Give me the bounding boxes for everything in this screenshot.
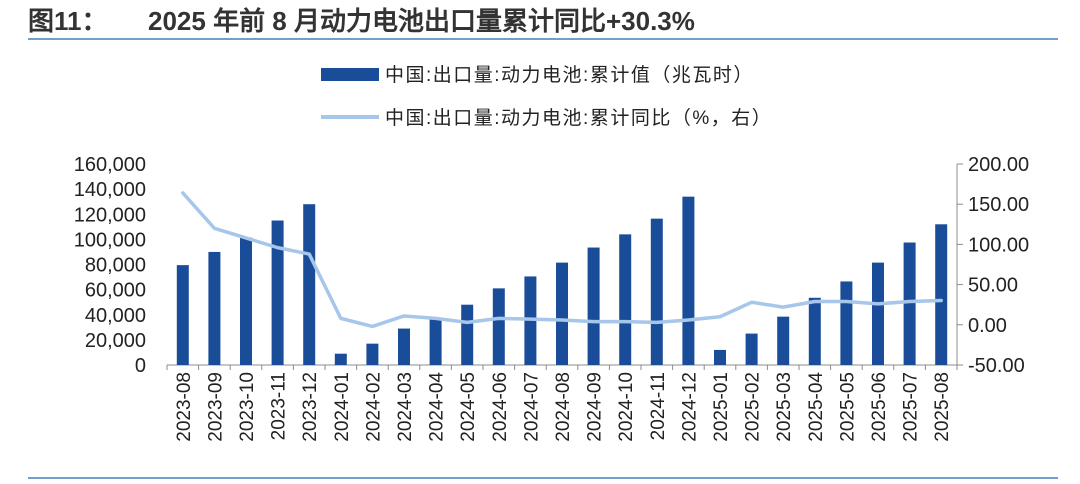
bar-2023-08 [176, 265, 189, 365]
x-axis-tick-labels: 2023-08 2023-09 2023-10 2023-11 2023-12 2024-… [174, 372, 953, 442]
x-axis-tick-label: 2024-12 [679, 372, 700, 442]
x-axis-tick-label: 2024-04 [427, 372, 448, 442]
chart-title: 2025 年前 8 月动力电池出口量累计同比+30.3% [148, 6, 695, 36]
x-axis-tick-label: 2023-10 [237, 372, 258, 442]
x-axis-tick-label: 2024-09 [585, 372, 606, 442]
bar-2024-11 [650, 218, 663, 365]
x-axis-tick-label: 2024-07 [521, 372, 542, 442]
bar-2024-04 [429, 319, 442, 365]
x-axis-tick-label: 2023-12 [300, 372, 321, 442]
x-axis-tick-label: 2024-11 [648, 372, 669, 440]
line-series-yoy [181, 191, 943, 329]
x-axis-tick-label: 2024-08 [553, 372, 574, 442]
x-axis-tick-label: 2024-03 [395, 372, 416, 442]
x-axis-tick-label: 2025-03 [774, 372, 795, 442]
x-axis-tick-label: 2025-04 [806, 372, 827, 442]
legend: 中国:出口量:动力电池:累计值（兆瓦时） 中国:出口量:动力电池:累计同比（%，… [321, 64, 772, 129]
line-series-layer [181, 191, 943, 329]
legend-label-bar: 中国:出口量:动力电池:累计值（兆瓦时） [385, 64, 754, 86]
left-axis-tick-label: 80,000 [85, 255, 146, 277]
bar-2024-09 [587, 247, 600, 365]
right-axis-tick-label: -50.00 [968, 355, 1025, 377]
x-axis-tick-label: 2023-11 [269, 372, 290, 440]
x-axis-tick-label: 2024-01 [332, 372, 353, 442]
bar-2024-10 [619, 234, 632, 365]
x-axis-tick-label: 2025-07 [901, 372, 922, 442]
bar-2024-05 [461, 304, 474, 365]
bar-2023-10 [240, 237, 252, 365]
x-axis-tick-label: 2023-09 [205, 372, 226, 442]
bar-2024-01 [334, 353, 347, 365]
x-axis-tick-label: 2025-02 [743, 372, 764, 442]
bar-2025-02 [745, 333, 758, 365]
x-axis-tick-label: 2024-05 [458, 372, 479, 442]
left-axis-tick-label: 100,000 [74, 229, 146, 251]
x-axis-tick-label: 2023-08 [174, 372, 195, 442]
bar-2025-01 [714, 349, 726, 365]
x-axis-tick-label: 2025-05 [837, 372, 858, 442]
bar-2025-08 [935, 224, 948, 365]
right-axis-tick-label: 200.00 [968, 154, 1029, 176]
left-axis-tick-label: 120,000 [74, 204, 146, 226]
bar-2024-12 [682, 196, 695, 365]
bar-2023-09 [208, 251, 221, 365]
plot-area: 0 20,000 40,000 60,000 80,000 100,000 120,000 1… [74, 154, 1029, 442]
x-axis-tick-label: 2024-02 [363, 372, 384, 442]
left-axis-tick-labels: 0 20,000 40,000 60,000 80,000 100,000 120,000 1… [74, 154, 146, 377]
left-axis-tick-label: 160,000 [74, 154, 146, 176]
bar-2025-04 [808, 297, 821, 365]
left-axis-tick-label: 140,000 [74, 179, 146, 201]
left-axis-tick-label: 0 [135, 355, 146, 377]
left-axis-tick-label: 20,000 [85, 330, 146, 352]
left-axis-tick-label: 60,000 [85, 280, 146, 302]
bar-2023-12 [303, 204, 316, 365]
figure-label: 图11： [28, 6, 108, 36]
x-axis-tick-label: 2025-08 [932, 372, 953, 442]
x-axis-tick-label: 2025-01 [711, 372, 732, 442]
x-axis-tick-label: 2024-10 [616, 372, 637, 442]
bar-2025-05 [840, 281, 853, 365]
right-axis-tick-label: 150.00 [968, 194, 1029, 216]
legend-label-line: 中国:出口量:动力电池:累计同比（%，右） [385, 107, 772, 129]
x-axis-tick-label: 2024-06 [490, 372, 511, 442]
bar-2024-06 [492, 288, 505, 365]
bar-2024-03 [398, 328, 410, 365]
bar-2025-06 [872, 262, 884, 365]
bar-2024-02 [366, 343, 379, 365]
right-axis-tick-label: 50.00 [968, 275, 1018, 297]
bar-2025-03 [777, 316, 790, 365]
bar-2024-08 [556, 262, 568, 365]
left-axis-tick-label: 40,000 [85, 305, 146, 327]
bar-2023-11 [271, 220, 284, 365]
bar-2025-07 [903, 242, 916, 365]
right-axis-tick-label: 0.00 [968, 315, 1007, 337]
legend-swatch-bar [321, 68, 379, 81]
right-axis-tick-labels: -50.00 0.00 50.00 100.00 150.00 200.00 [968, 154, 1029, 377]
right-axis-tick-label: 100.00 [968, 234, 1029, 256]
bar-series [176, 196, 948, 365]
x-axis-tick-label: 2025-06 [869, 372, 890, 442]
